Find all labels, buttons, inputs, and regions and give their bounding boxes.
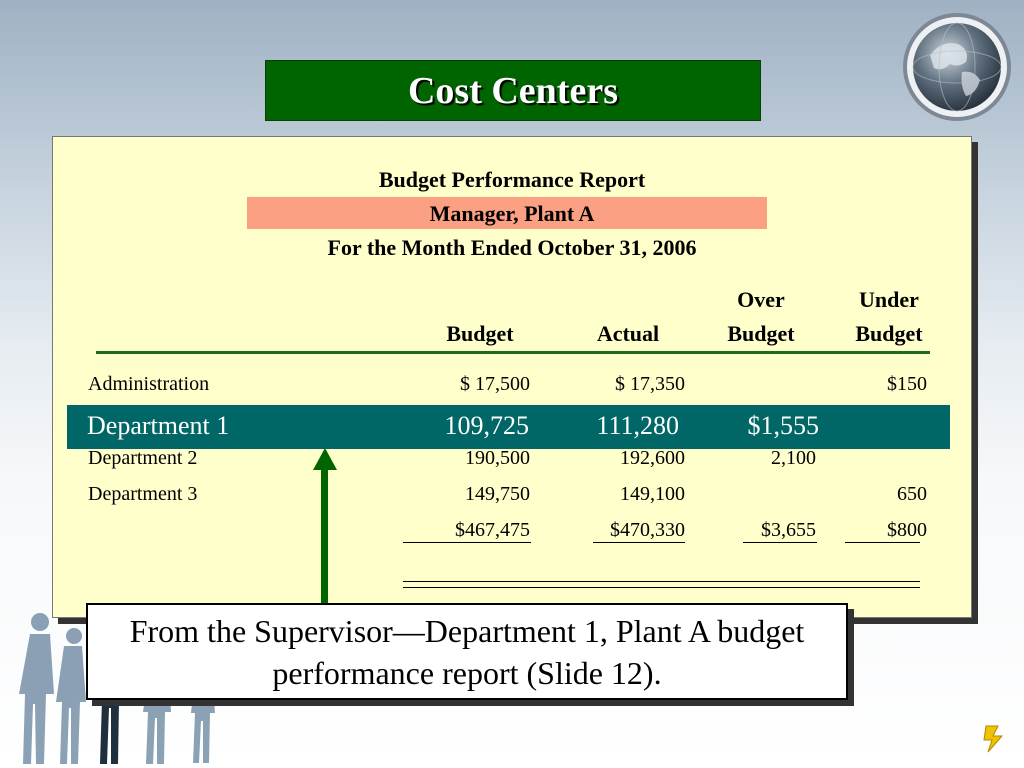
row-admin-actual: $ 17,350 xyxy=(615,373,685,395)
callout-text: From the Supervisor—Department 1, Plant … xyxy=(129,612,805,691)
col-budget: Budget xyxy=(446,321,514,346)
arrow-up-icon xyxy=(313,448,337,470)
row-dept1-over: $1,555 xyxy=(747,411,820,440)
lightning-icon xyxy=(983,725,1004,753)
total-line-actual xyxy=(593,542,685,543)
col-under-bottom: Budget xyxy=(855,321,923,346)
globe-icon xyxy=(900,10,1014,124)
row-admin-name: Administration xyxy=(88,373,210,395)
row-dept2-name: Department 2 xyxy=(88,447,198,469)
total-over: $3,655 xyxy=(761,519,816,541)
total-line-under xyxy=(845,542,920,543)
total-line-over xyxy=(743,542,817,543)
row-dept2-budget: 190,500 xyxy=(465,447,530,469)
highlight-row-dept1: Department 1 109,725 111,280 $1,555 xyxy=(67,405,950,449)
report-period: For the Month Ended October 31, 2006 xyxy=(327,235,697,260)
col-under-top: Under xyxy=(859,287,919,312)
col-over-bottom: Budget xyxy=(727,321,795,346)
row-dept3-budget: 149,750 xyxy=(465,483,530,505)
row-admin-budget: $ 17,500 xyxy=(460,373,530,395)
col-actual: Actual xyxy=(596,321,660,346)
title-box: Cost Centers xyxy=(265,60,761,121)
arrow-shaft xyxy=(321,466,328,606)
row-dept2-over: 2,100 xyxy=(771,447,816,469)
report-panel: Budget Performance Report Manager, Plant… xyxy=(52,136,972,618)
report-subheading: Manager, Plant A xyxy=(429,201,595,226)
row-admin-under: $150 xyxy=(887,373,927,395)
row-dept3-actual: 149,100 xyxy=(620,483,685,505)
row-dept3-under: 650 xyxy=(897,483,927,505)
row-dept1-budget: 109,725 xyxy=(444,411,530,440)
row-dept1-actual: 111,280 xyxy=(596,411,679,440)
total-under: $800 xyxy=(887,519,927,541)
total-line-budget xyxy=(403,542,531,543)
row-dept3-name: Department 3 xyxy=(88,483,198,505)
subheading-band xyxy=(247,197,767,229)
col-over-top: Over xyxy=(737,287,785,312)
slide-title: Cost Centers xyxy=(407,69,618,112)
row-dept2-actual: 192,600 xyxy=(620,447,685,469)
total-actual: $470,330 xyxy=(610,519,685,541)
total-budget: $467,475 xyxy=(455,519,530,541)
callout-box: From the Supervisor—Department 1, Plant … xyxy=(86,603,848,700)
grand-total-double-rule xyxy=(403,581,920,588)
header-rule xyxy=(96,351,930,354)
report-heading: Budget Performance Report xyxy=(378,167,646,192)
row-dept1-name: Department 1 xyxy=(87,411,230,440)
